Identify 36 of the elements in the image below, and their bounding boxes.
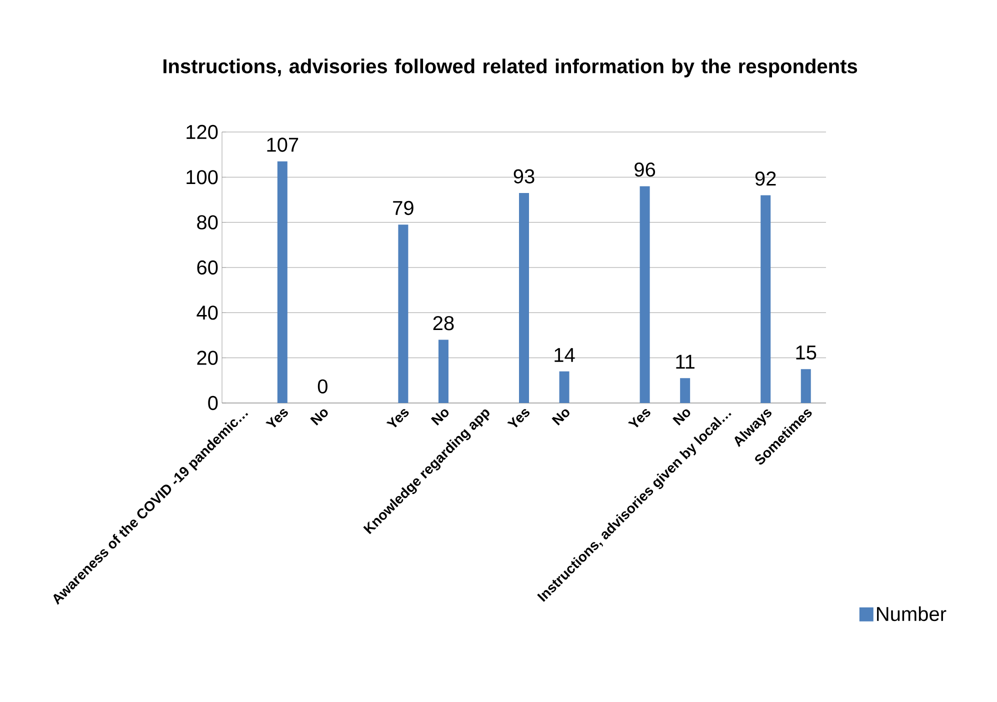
- bar: [680, 378, 690, 403]
- y-tick-label: 0: [208, 396, 218, 410]
- data-label: 93: [514, 169, 534, 184]
- bar: [277, 161, 288, 403]
- bar: [800, 369, 811, 403]
- y-tick-label: 100: [186, 170, 218, 184]
- y-tick-label: 20: [197, 350, 218, 365]
- x-tick-label: No: [552, 409, 570, 426]
- x-tick-label: No: [310, 409, 328, 426]
- data-label: 14: [554, 348, 575, 362]
- data-label: 96: [634, 162, 656, 177]
- x-tick-label: No: [430, 409, 449, 426]
- y-tick-label: 120: [186, 124, 218, 140]
- y-tick-label: 80: [197, 215, 218, 230]
- x-tick-label: Yes: [386, 409, 409, 428]
- x-tick-label: Yes: [266, 409, 288, 428]
- bar: [438, 340, 448, 403]
- data-label: 79: [393, 200, 414, 216]
- data-label: 92: [755, 172, 776, 186]
- data-label: 107: [267, 138, 298, 152]
- y-tick-label: 60: [197, 260, 218, 275]
- bar: [398, 224, 408, 403]
- x-tick-label: No: [672, 409, 690, 426]
- bar: [559, 371, 570, 403]
- bar: [640, 186, 650, 403]
- legend-label: Number: [877, 606, 946, 622]
- data-label: 15: [796, 346, 816, 360]
- bar: [519, 192, 530, 403]
- x-tick-label: Yes: [507, 409, 530, 428]
- data-label: 28: [433, 316, 454, 330]
- data-label: 11: [676, 354, 694, 369]
- data-label: 0: [318, 379, 328, 394]
- y-tick-label: 40: [196, 306, 218, 320]
- x-tick-label: Yes: [628, 409, 650, 428]
- chart-title: Instructions, advisories followed related information by the respondents: [164, 58, 858, 78]
- bar: [760, 195, 771, 403]
